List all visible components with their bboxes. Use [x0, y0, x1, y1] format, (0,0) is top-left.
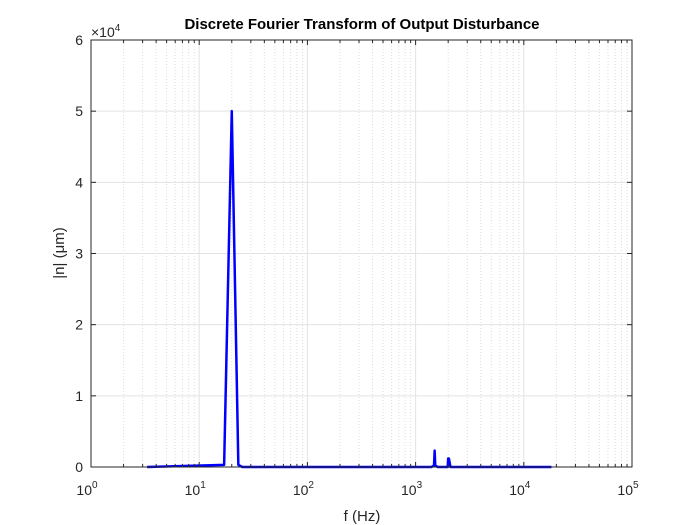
x-tick-label: 104: [509, 480, 531, 498]
y-axis-label: |n| (μm): [51, 227, 68, 278]
ticks: [90, 39, 633, 468]
y-tick-label: 1: [75, 388, 83, 404]
y-tick-label: 2: [75, 317, 83, 333]
y-tick-label: 3: [75, 246, 83, 262]
y-tick-label: 6: [75, 32, 83, 48]
series-layer: [147, 109, 552, 469]
x-tick-label: 100: [76, 480, 98, 498]
x-tick-label: 102: [293, 480, 315, 498]
x-tick-labels: 100 101 102 103 104 105: [76, 480, 639, 498]
series-line: [147, 109, 552, 469]
y-tick-label: 4: [75, 174, 83, 190]
x-tick-label: 105: [617, 480, 639, 498]
y-tick-label: 5: [75, 103, 83, 119]
x-tick-label: 101: [185, 480, 207, 498]
chart-title: Discrete Fourier Transform of Output Dis…: [184, 16, 539, 33]
x-axis-label: f (Hz): [344, 508, 381, 525]
y-tick-labels: 0 1 2 3 4 5 6: [75, 32, 83, 475]
y-tick-label: 0: [75, 459, 83, 475]
y-multiplier: ×104: [91, 23, 121, 40]
x-tick-label: 103: [401, 480, 423, 498]
